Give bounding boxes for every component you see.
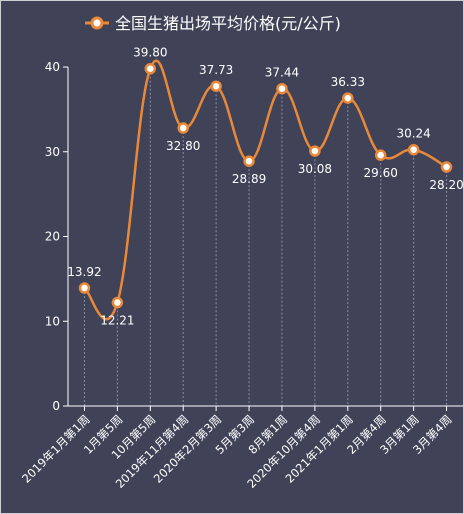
y-tick-label: 20	[45, 230, 60, 244]
series-line	[83, 59, 448, 321]
y-tick-label: 40	[45, 60, 60, 74]
data-point	[407, 143, 420, 156]
y-tick-label: 0	[52, 399, 60, 413]
data-label: 28.89	[232, 172, 266, 186]
data-point	[78, 282, 91, 294]
data-label: 37.44	[265, 66, 299, 80]
data-label: 29.60	[364, 166, 398, 180]
legend-label: 全国生猪出场平均价格(元/公斤)	[115, 14, 341, 33]
data-label: 30.08	[298, 162, 332, 176]
data-label: 32.80	[166, 139, 200, 153]
data-label: 39.80	[133, 46, 167, 60]
data-label: 28.20	[429, 178, 463, 192]
data-point	[309, 145, 321, 157]
data-label: 30.24	[396, 127, 430, 141]
data-point	[342, 92, 354, 104]
data-markers	[78, 62, 453, 309]
data-label: 37.73	[199, 63, 233, 77]
drop-lines	[83, 68, 448, 406]
data-label: 36.33	[331, 75, 365, 89]
legend-marker-icon	[90, 16, 104, 30]
data-point	[177, 122, 189, 134]
y-axis-ticks: 0 10 20 30 40	[45, 60, 68, 413]
data-labels: 13.92 12.21 39.80 32.80 37.73 28.89 37.44 30.08…	[67, 46, 463, 328]
legend: 全国生猪出场平均价格(元/公斤)	[85, 14, 341, 33]
data-label: 13.92	[67, 265, 101, 279]
y-tick-label: 30	[45, 145, 60, 159]
y-tick-label: 10	[45, 314, 60, 328]
data-point	[374, 149, 387, 161]
data-point	[210, 80, 222, 92]
data-label: 12.21	[100, 314, 134, 328]
data-point	[276, 82, 288, 95]
data-point	[440, 161, 453, 173]
x-axis-ticks: 2019年1月第1周1月第5周10月第5周2019年11月第4周2020年2月第…	[19, 406, 455, 491]
data-point	[144, 62, 157, 75]
data-point	[243, 155, 255, 167]
data-point	[111, 296, 124, 309]
